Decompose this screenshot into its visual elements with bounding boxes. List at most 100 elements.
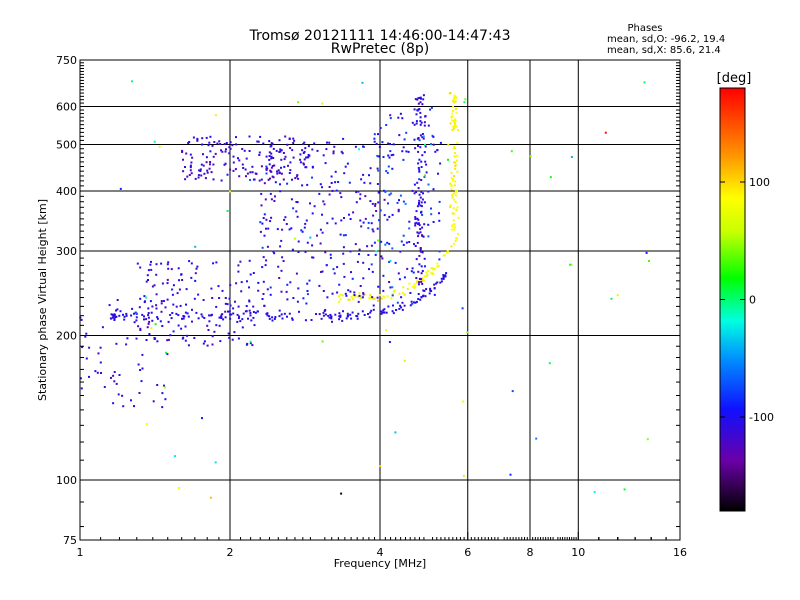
data-point (213, 141, 216, 143)
data-point (425, 271, 428, 274)
data-point (329, 256, 332, 259)
data-point (333, 272, 336, 275)
data-point (419, 228, 422, 231)
data-point (200, 174, 203, 177)
data-point (282, 260, 285, 262)
data-point (241, 318, 244, 321)
data-point (208, 141, 211, 144)
data-point (409, 292, 412, 294)
data-point (201, 137, 204, 140)
data-point (213, 330, 216, 333)
data-point (423, 121, 426, 124)
data-point (116, 299, 119, 301)
data-point (419, 120, 422, 123)
data-point (373, 241, 376, 244)
data-point (260, 165, 263, 168)
data-point (166, 282, 169, 285)
data-point (175, 305, 178, 308)
data-point (616, 294, 619, 297)
data-point (118, 314, 121, 317)
data-point (411, 189, 414, 192)
data-point (137, 325, 140, 328)
data-point (422, 289, 425, 292)
data-point (529, 155, 532, 158)
data-point (425, 275, 428, 278)
data-point (352, 211, 355, 214)
data-point (452, 207, 455, 210)
data-point (418, 139, 421, 142)
data-point (88, 346, 91, 349)
data-point (348, 298, 351, 301)
data-point (211, 343, 214, 346)
data-point (362, 292, 365, 294)
data-point (273, 200, 276, 202)
data-point (381, 311, 384, 314)
data-point (316, 234, 318, 237)
data-point (357, 312, 360, 315)
data-point (392, 153, 395, 156)
data-point (182, 336, 185, 339)
data-point (249, 273, 252, 276)
data-point (265, 168, 268, 171)
data-point (232, 155, 235, 158)
data-point (306, 282, 309, 285)
data-point (139, 369, 142, 371)
data-point (240, 281, 243, 284)
data-point (360, 225, 363, 228)
data-point (218, 297, 221, 299)
data-point (167, 320, 170, 323)
data-point (250, 319, 253, 322)
data-point (373, 133, 376, 136)
data-point (302, 152, 305, 154)
data-point (387, 154, 390, 157)
data-point (453, 161, 455, 164)
data-point (237, 305, 240, 308)
data-point (279, 148, 282, 151)
data-point (177, 267, 180, 270)
data-point (313, 205, 316, 208)
data-point (249, 340, 252, 343)
data-point (191, 320, 193, 323)
data-point (410, 270, 413, 273)
data-point (155, 293, 158, 296)
data-point (307, 145, 310, 148)
data-point (318, 313, 321, 316)
data-point (110, 313, 113, 316)
data-point (340, 219, 343, 222)
data-point (454, 147, 457, 150)
data-point (452, 98, 455, 101)
data-point (153, 284, 156, 287)
data-point (391, 293, 394, 296)
data-point (171, 288, 174, 291)
data-point (271, 316, 274, 319)
data-point (357, 190, 360, 193)
data-point (307, 156, 310, 159)
data-point (377, 133, 379, 136)
data-point (222, 318, 225, 321)
data-point (353, 291, 356, 294)
data-point (408, 220, 411, 223)
data-point (339, 293, 342, 296)
data-point (190, 161, 193, 164)
data-point (221, 313, 224, 316)
data-point (357, 295, 360, 298)
data-point (430, 213, 433, 216)
colorbar-tick-label: 100 (749, 176, 770, 189)
data-point (416, 231, 419, 234)
data-point (450, 172, 453, 175)
x-tick-label: 16 (673, 546, 687, 559)
data-point (386, 241, 389, 244)
data-point (289, 281, 292, 284)
data-point (453, 228, 456, 231)
data-point (291, 317, 294, 320)
data-point (205, 156, 208, 159)
data-point (232, 312, 235, 315)
data-point (278, 277, 281, 279)
data-point (368, 316, 371, 319)
data-point (421, 282, 424, 285)
data-point (423, 201, 426, 204)
data-point (80, 387, 83, 390)
data-point (302, 142, 305, 145)
data-point (224, 150, 227, 153)
data-point (158, 145, 161, 148)
